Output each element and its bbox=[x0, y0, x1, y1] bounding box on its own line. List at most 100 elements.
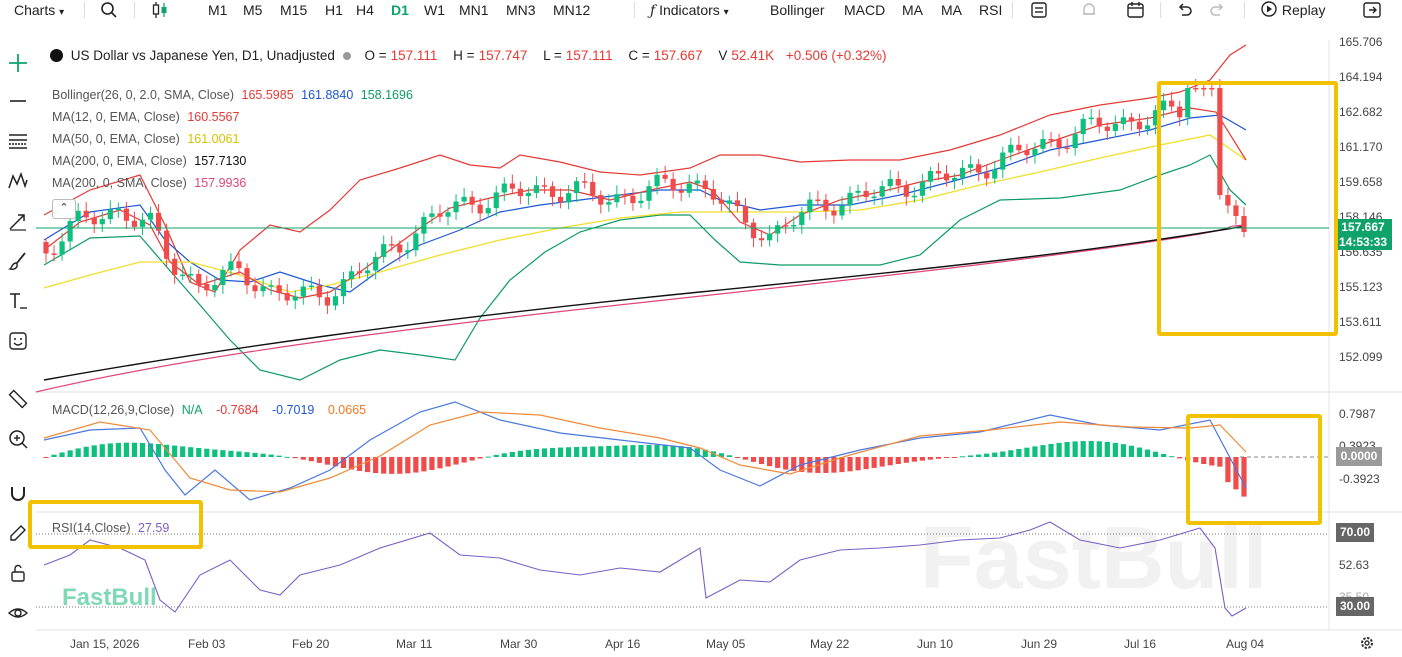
indicator-sma200-legend[interactable]: MA(200, 0, SMA, Close) 157.9936 bbox=[52, 176, 250, 190]
alarm-add-icon bbox=[1083, 3, 1095, 15]
candle-body bbox=[678, 190, 684, 193]
candle-body bbox=[638, 200, 644, 204]
indicator-ma12-legend[interactable]: MA(12, 0, EMA, Close) 160.5567 bbox=[52, 110, 243, 124]
ruler-tool[interactable] bbox=[4, 386, 32, 412]
macd-histogram-bar bbox=[139, 442, 146, 457]
candle-body bbox=[662, 174, 668, 179]
rsi-legend[interactable]: RSI(14,Close) 27.59 bbox=[52, 521, 173, 535]
indicators-label: Indicators bbox=[659, 2, 720, 18]
exit-fullscreen-button[interactable] bbox=[1362, 0, 1382, 20]
zoom-in-tool[interactable] bbox=[4, 426, 32, 452]
candle-body bbox=[340, 279, 347, 297]
timeframe-MN3[interactable]: MN3 bbox=[506, 2, 536, 18]
undo-button[interactable] bbox=[1176, 0, 1194, 20]
indicator-ema200-legend[interactable]: MA(200, 0, EMA, Close) 157.7130 bbox=[52, 154, 250, 168]
indicators-button[interactable]: ƒ Indicators ▾ bbox=[650, 0, 729, 20]
quick-indicator-rsi[interactable]: RSI bbox=[979, 2, 1003, 18]
timeframe-M5[interactable]: M5 bbox=[243, 2, 263, 18]
macd-histogram-bar bbox=[453, 457, 459, 465]
quick-indicator-ma-2[interactable]: MA bbox=[941, 2, 962, 18]
alert-button[interactable] bbox=[1080, 0, 1098, 20]
macd-histogram-bar bbox=[734, 457, 741, 458]
horizontal-line-icon bbox=[10, 100, 26, 102]
macd-histogram-bar bbox=[244, 452, 250, 457]
chart-type-button[interactable] bbox=[150, 0, 170, 20]
replay-button[interactable]: Replay bbox=[1260, 0, 1325, 20]
candle-body bbox=[164, 230, 170, 259]
macd-histogram-bar bbox=[75, 448, 81, 457]
pattern-tool[interactable] bbox=[4, 168, 32, 194]
macd-na: N/A bbox=[181, 403, 203, 417]
indicator-bollinger-legend[interactable]: Bollinger(26, 0, 2.0, SMA, Close) 165.59… bbox=[52, 88, 417, 102]
divider bbox=[1160, 2, 1161, 18]
lock-drawings-tool[interactable] bbox=[4, 560, 32, 586]
candle-body bbox=[863, 190, 869, 197]
drawing-mode-tool[interactable] bbox=[4, 520, 32, 546]
macd-histogram-bar bbox=[984, 453, 990, 457]
redo-button[interactable] bbox=[1208, 0, 1226, 20]
trend-line-tool[interactable] bbox=[4, 208, 32, 234]
sma200-label: MA(200, 0, SMA, Close) bbox=[52, 176, 187, 190]
candle-body bbox=[1048, 139, 1054, 141]
calendar-button[interactable] bbox=[1126, 0, 1146, 20]
time-tick: Aug 04 bbox=[1226, 637, 1265, 651]
macd-legend[interactable]: MACD(12,26,9,Close) N/A -0.7684 -0.7019 … bbox=[52, 403, 370, 417]
quick-indicator-bollinger[interactable]: Bollinger bbox=[770, 2, 825, 18]
timeframe-W1[interactable]: W1 bbox=[424, 2, 445, 18]
visibility-tool[interactable] bbox=[4, 600, 32, 626]
horizontal-line-tool[interactable] bbox=[4, 88, 32, 114]
macd-histogram-bar bbox=[260, 453, 266, 457]
timeframe-M15[interactable]: M15 bbox=[280, 2, 308, 18]
brush-icon bbox=[7, 252, 26, 270]
macd-histogram-bar bbox=[566, 447, 572, 457]
macd-histogram-bar bbox=[726, 455, 733, 457]
search-button[interactable] bbox=[100, 0, 118, 20]
collapse-legend-button[interactable]: ⌃ bbox=[52, 199, 76, 219]
candle-body bbox=[453, 201, 459, 213]
fib-tool[interactable] bbox=[4, 128, 32, 154]
candle-body bbox=[959, 167, 966, 178]
candle-body bbox=[879, 186, 885, 197]
timeframe-H1[interactable]: H1 bbox=[325, 2, 343, 18]
macd-histogram-bar bbox=[574, 446, 580, 457]
quick-indicator-ma[interactable]: MA bbox=[902, 2, 923, 18]
macd-histogram-bar bbox=[43, 457, 49, 458]
close-label: C = bbox=[628, 48, 650, 63]
templates-button[interactable] bbox=[1030, 0, 1048, 20]
rsi-30-badge: 30.00 bbox=[1336, 597, 1374, 616]
brush-tool[interactable] bbox=[4, 248, 32, 274]
candle-body bbox=[1169, 100, 1175, 107]
drawing-tools-sidebar bbox=[0, 40, 36, 657]
macd-histogram-bar bbox=[943, 457, 950, 458]
charts-menu-button[interactable]: Charts ▾ bbox=[14, 0, 64, 20]
candle-body bbox=[839, 205, 845, 216]
emoji-tool[interactable] bbox=[4, 328, 32, 354]
candle-body bbox=[1144, 125, 1151, 130]
replay-label: Replay bbox=[1281, 2, 1326, 18]
timeframe-D1[interactable]: D1 bbox=[391, 2, 409, 18]
timeframe-MN1[interactable]: MN1 bbox=[459, 2, 489, 18]
macd-histogram-bar bbox=[767, 457, 773, 467]
timeframe-H4[interactable]: H4 bbox=[356, 2, 374, 18]
chart-settings-button[interactable] bbox=[1359, 635, 1375, 656]
candle-body bbox=[710, 188, 716, 200]
candle-body bbox=[1040, 139, 1046, 149]
timeframe-M1[interactable]: M1 bbox=[208, 2, 228, 18]
crosshair-tool[interactable] bbox=[4, 50, 32, 76]
macd-histogram-bar bbox=[1104, 441, 1110, 457]
macd-histogram-bar bbox=[614, 445, 620, 457]
magnet-tool[interactable] bbox=[4, 480, 32, 506]
timeframe-MN12[interactable]: MN12 bbox=[553, 2, 591, 18]
candle-body bbox=[1072, 134, 1078, 149]
quick-indicator-macd[interactable]: MACD bbox=[844, 2, 886, 18]
indicator-ma50-legend[interactable]: MA(50, 0, EMA, Close) 161.0061 bbox=[52, 132, 243, 146]
text-tool[interactable] bbox=[4, 288, 32, 314]
macd-histogram-bar bbox=[959, 456, 966, 458]
macd-histogram-bar bbox=[389, 457, 395, 474]
candle-body bbox=[316, 285, 322, 298]
candle-body bbox=[807, 199, 813, 213]
change-value: +0.506 (+0.32%) bbox=[785, 48, 887, 63]
price-tick: 161.170 bbox=[1339, 140, 1383, 154]
macd-histogram-bar bbox=[662, 445, 668, 457]
candle-body bbox=[413, 233, 419, 251]
